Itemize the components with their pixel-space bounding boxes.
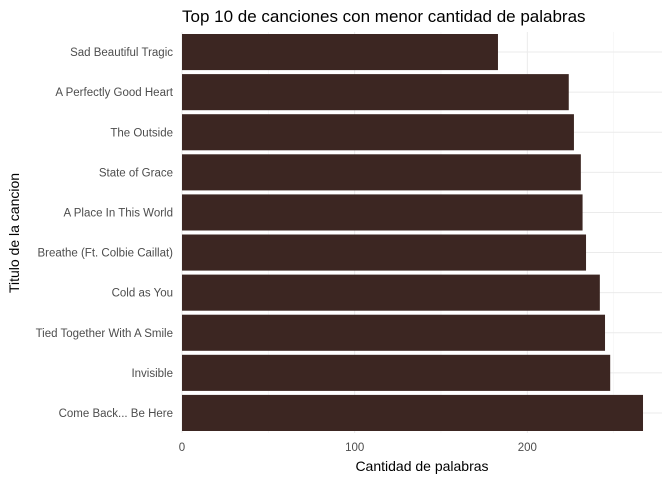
bar (182, 114, 574, 151)
bar (182, 274, 600, 311)
bar (182, 354, 611, 391)
y-tick-label: Come Back... Be Here (59, 408, 173, 420)
y-tick-label: Invisible (131, 368, 173, 380)
bar (182, 234, 587, 271)
y-axis-label: Titulo de la cancion (6, 173, 22, 293)
x-tick-label: 100 (345, 442, 364, 454)
bar (182, 314, 606, 351)
chart-title: Top 10 de canciones con menor cantidad d… (182, 7, 586, 26)
bars (182, 34, 644, 431)
x-tick-labels: 0 100 200 (179, 442, 537, 454)
bar (182, 194, 583, 231)
x-tick-label: 0 (179, 442, 185, 454)
y-tick-labels: Sad Beautiful Tragic A Perfectly Good Hea… (36, 47, 174, 420)
y-tick-label: A Perfectly Good Heart (55, 87, 173, 99)
y-tick-label: Breathe (Ft. Colbie Caillat) (38, 248, 174, 260)
y-tick-label: Tied Together With A Smile (36, 328, 173, 340)
y-tick-label: A Place In This World (63, 207, 173, 219)
bar (182, 394, 644, 431)
y-tick-label: State of Grace (99, 167, 173, 179)
bar (182, 74, 569, 111)
bar (182, 154, 581, 191)
y-tick-label: The Outside (110, 127, 173, 139)
x-axis-label: Cantidad de palabras (355, 458, 488, 474)
y-tick-label: Sad Beautiful Tragic (70, 47, 173, 59)
x-tick-label: 200 (518, 442, 537, 454)
y-tick-label: Cold as You (112, 288, 173, 300)
bar (182, 34, 498, 71)
